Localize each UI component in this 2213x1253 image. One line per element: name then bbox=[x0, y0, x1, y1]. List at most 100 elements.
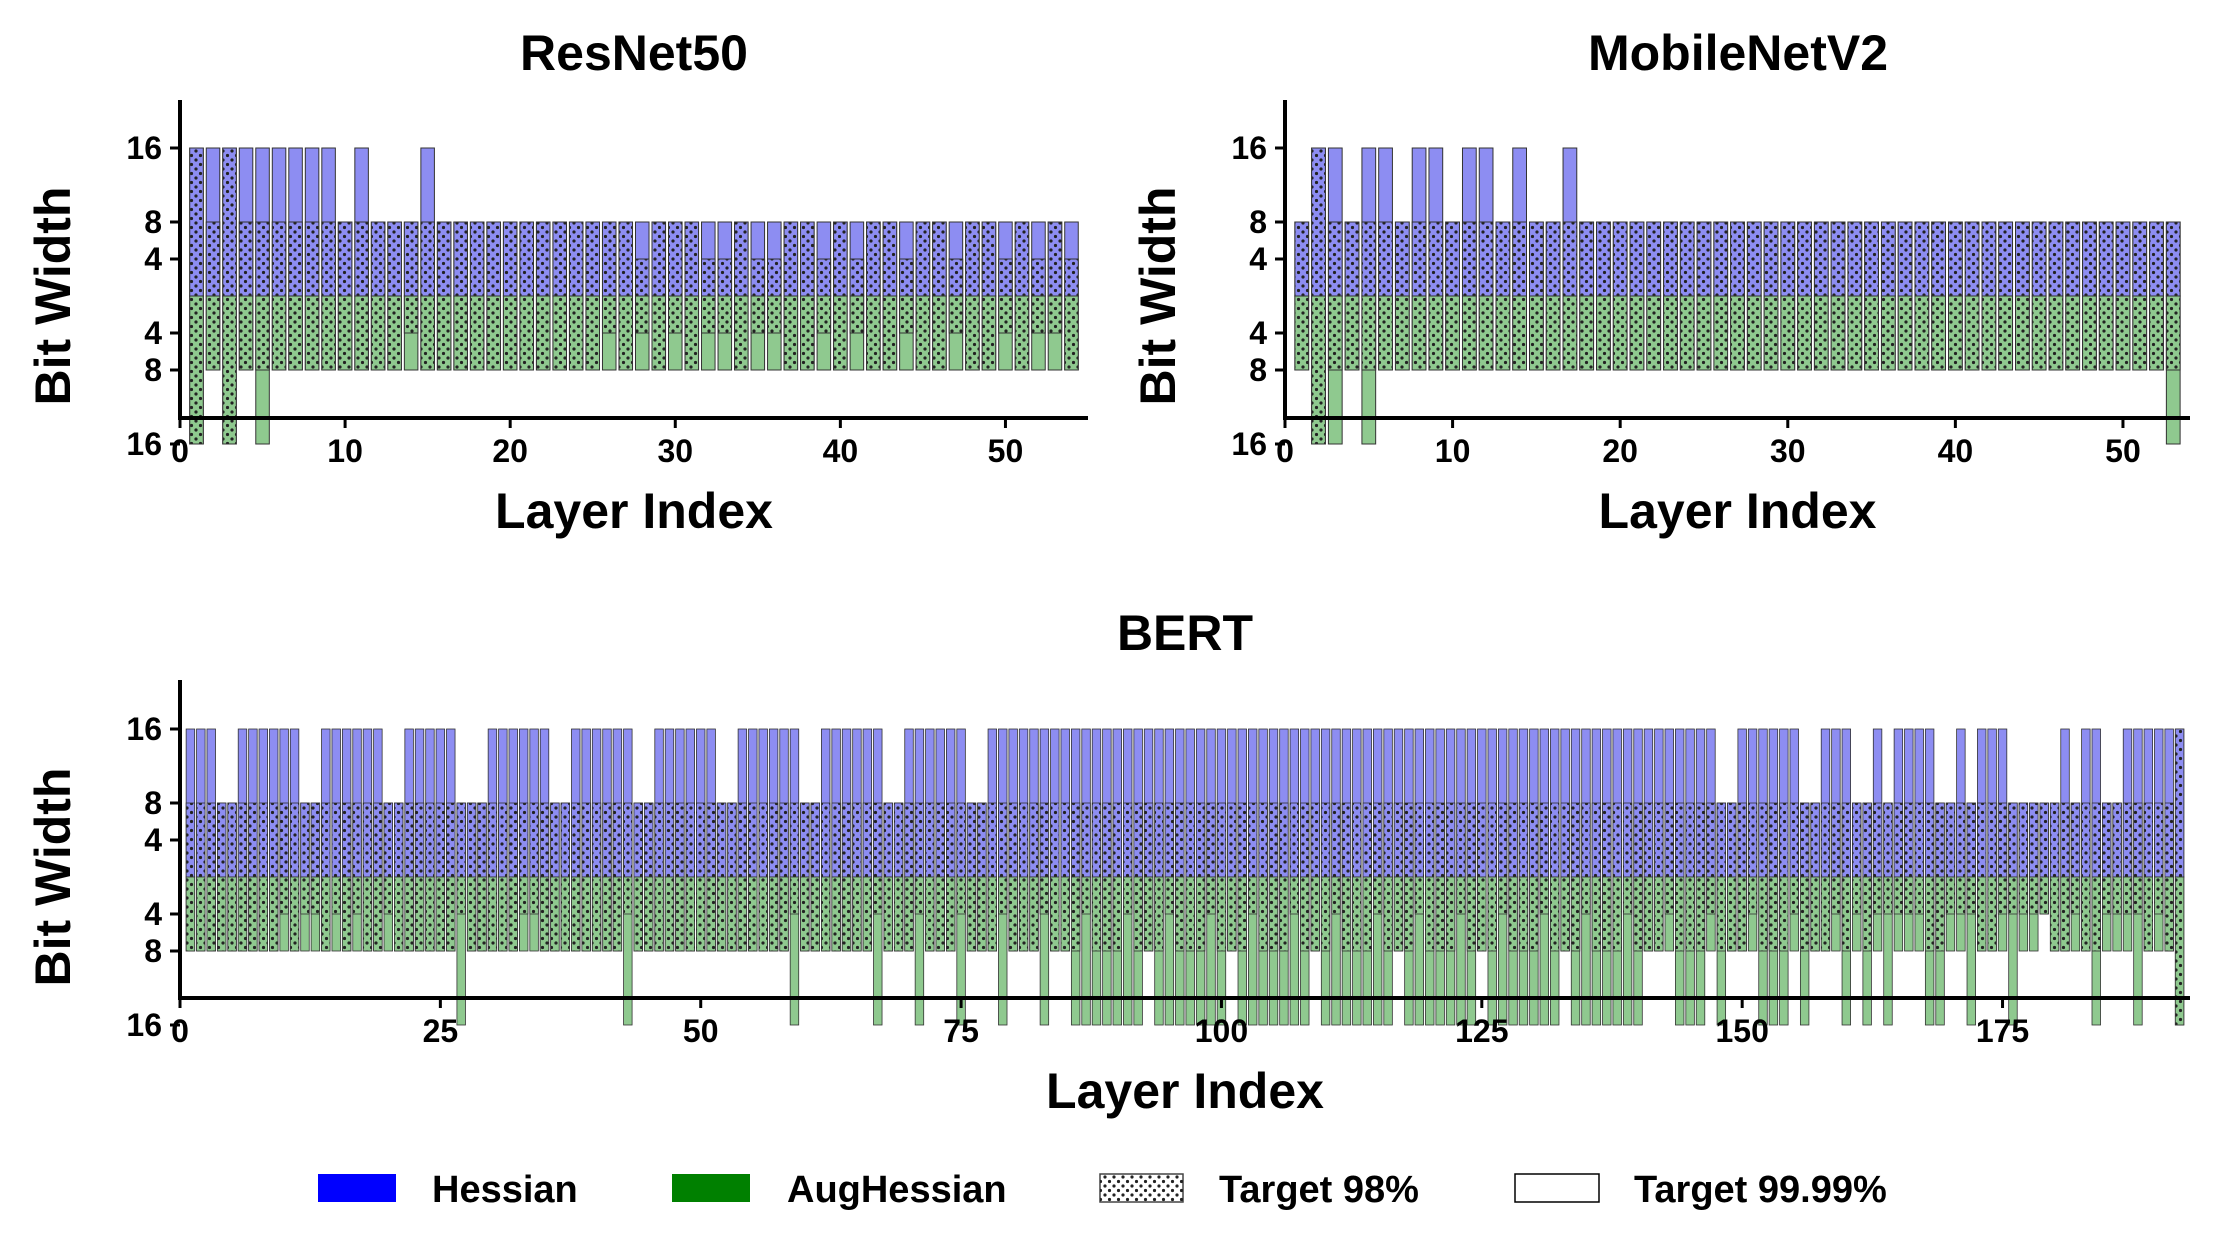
aughessian-98-hatch bbox=[2065, 295, 2081, 371]
aughessian-98-hatch bbox=[1112, 876, 1122, 952]
aughessian-98-hatch bbox=[1508, 876, 1518, 952]
y-tick-label: 4 bbox=[1249, 315, 1267, 351]
hessian-98-hatch bbox=[435, 802, 446, 878]
hessian-98-hatch bbox=[238, 221, 254, 297]
x-tick-label: 75 bbox=[943, 1013, 979, 1049]
aughessian-98-hatch bbox=[591, 876, 602, 952]
aughessian-98-hatch bbox=[387, 295, 402, 371]
aughessian-98-hatch bbox=[1820, 876, 1831, 952]
aughessian-98-hatch bbox=[1716, 876, 1727, 952]
hessian-98-hatch bbox=[1596, 221, 1611, 297]
x-tick-label: 25 bbox=[423, 1013, 459, 1049]
hessian-98-hatch bbox=[1820, 802, 1831, 878]
x-tick-label: 20 bbox=[1602, 433, 1638, 469]
aughessian-98-hatch bbox=[498, 876, 508, 952]
aughessian-98-hatch bbox=[1362, 876, 1372, 952]
hessian-98-hatch bbox=[550, 802, 560, 878]
hessian-98-hatch bbox=[893, 802, 904, 878]
hessian-98-hatch bbox=[737, 802, 748, 878]
hessian-98-hatch bbox=[289, 802, 300, 878]
aughessian-98-hatch bbox=[800, 876, 810, 952]
aughessian-98-hatch bbox=[383, 876, 393, 915]
aughessian-98-hatch bbox=[2081, 876, 2091, 952]
aughessian-98-hatch bbox=[1279, 876, 1289, 952]
hessian-98-hatch bbox=[1904, 802, 1914, 878]
aughessian-98-hatch bbox=[1550, 876, 1560, 952]
aughessian-98-hatch bbox=[768, 876, 779, 952]
aughessian-98-hatch bbox=[1047, 295, 1063, 334]
hessian-98-hatch bbox=[1810, 802, 1820, 878]
aughessian-98-hatch bbox=[1998, 295, 2014, 371]
aughessian-98-hatch bbox=[904, 876, 914, 952]
aughessian-98-hatch bbox=[935, 876, 945, 952]
aughessian-98-hatch bbox=[1091, 876, 1102, 952]
aughessian-98-hatch bbox=[585, 295, 600, 371]
x-tick-label: 175 bbox=[1976, 1013, 2029, 1049]
x-tick-label: 20 bbox=[492, 433, 528, 469]
aughessian-98-hatch bbox=[1924, 876, 1935, 952]
hessian-98-hatch bbox=[469, 221, 485, 297]
hessian-98-hatch bbox=[370, 221, 386, 297]
hessian-98-hatch bbox=[1716, 802, 1727, 878]
hessian-98-hatch bbox=[304, 221, 320, 297]
aughessian-98-hatch bbox=[634, 295, 650, 334]
aughessian-98-hatch bbox=[1216, 876, 1227, 952]
hessian-98-hatch bbox=[2049, 802, 2060, 878]
aughessian-98-hatch bbox=[1289, 876, 1300, 915]
hessian-98-hatch bbox=[1311, 147, 1326, 297]
aughessian-98-hatch bbox=[1311, 295, 1326, 445]
hessian-98-hatch bbox=[1404, 802, 1414, 878]
hessian-98-hatch bbox=[750, 258, 766, 297]
aughessian-98-hatch bbox=[717, 295, 733, 334]
aughessian-98-hatch bbox=[1404, 876, 1414, 952]
hessian-98-hatch bbox=[904, 802, 914, 878]
hessian-98-hatch bbox=[1883, 802, 1893, 878]
aughessian-98-hatch bbox=[1102, 876, 1112, 952]
aughessian-98-hatch bbox=[1847, 295, 1863, 371]
legend-label-aughessian: AugHessian bbox=[787, 1169, 1007, 1211]
aughessian-98-hatch bbox=[436, 295, 452, 371]
aughessian-98-hatch bbox=[1931, 295, 1946, 371]
hessian-98-hatch bbox=[1727, 802, 1737, 878]
hessian-98-hatch bbox=[1539, 802, 1549, 878]
hessian-98-hatch bbox=[946, 802, 956, 878]
aughessian-98-hatch bbox=[849, 295, 865, 334]
aughessian-98-hatch bbox=[255, 295, 270, 371]
y-tick-label: 8 bbox=[144, 204, 162, 240]
aughessian-98-hatch bbox=[899, 295, 914, 334]
aughessian-98-hatch bbox=[706, 876, 716, 952]
aughessian-98-hatch bbox=[2070, 876, 2081, 915]
hessian-98-hatch bbox=[1591, 802, 1602, 878]
aughessian-98-hatch bbox=[1830, 295, 1846, 371]
hessian-98-hatch bbox=[849, 258, 865, 297]
hessian-98-hatch bbox=[1956, 802, 1966, 878]
hessian-98-hatch bbox=[2098, 221, 2114, 297]
hessian-98-hatch bbox=[2165, 221, 2181, 297]
aughessian-98-hatch bbox=[519, 876, 529, 915]
hessian-98-hatch bbox=[394, 802, 404, 878]
aughessian-98-hatch bbox=[1831, 876, 1841, 915]
aughessian-98-hatch bbox=[1746, 295, 1762, 371]
hessian-98-hatch bbox=[1570, 802, 1581, 878]
aughessian-98-hatch bbox=[915, 295, 931, 371]
hessian-98-hatch bbox=[1039, 802, 1050, 878]
hessian-98-hatch bbox=[654, 802, 664, 878]
hessian-98-hatch bbox=[1352, 802, 1362, 878]
hessian-98-hatch bbox=[1495, 221, 1511, 297]
hessian-98-hatch bbox=[1612, 221, 1628, 297]
aughessian-98-hatch bbox=[1810, 876, 1820, 952]
aughessian-98-hatch bbox=[873, 876, 883, 915]
hessian-98-hatch bbox=[1977, 802, 1987, 878]
aughessian-98-hatch bbox=[1562, 295, 1578, 371]
hessian-98-hatch bbox=[1060, 802, 1070, 878]
y-tick-label: 8 bbox=[1249, 204, 1267, 240]
hessian-98-hatch bbox=[2154, 802, 2164, 878]
aughessian-98-hatch bbox=[716, 876, 727, 952]
aughessian-98-hatch bbox=[2149, 295, 2164, 371]
aughessian-98-hatch bbox=[1487, 876, 1497, 952]
aughessian-98-hatch bbox=[1237, 876, 1247, 952]
hessian-98-hatch bbox=[821, 802, 831, 878]
aughessian-98-hatch bbox=[1456, 876, 1466, 915]
aughessian-98-hatch bbox=[354, 295, 369, 371]
